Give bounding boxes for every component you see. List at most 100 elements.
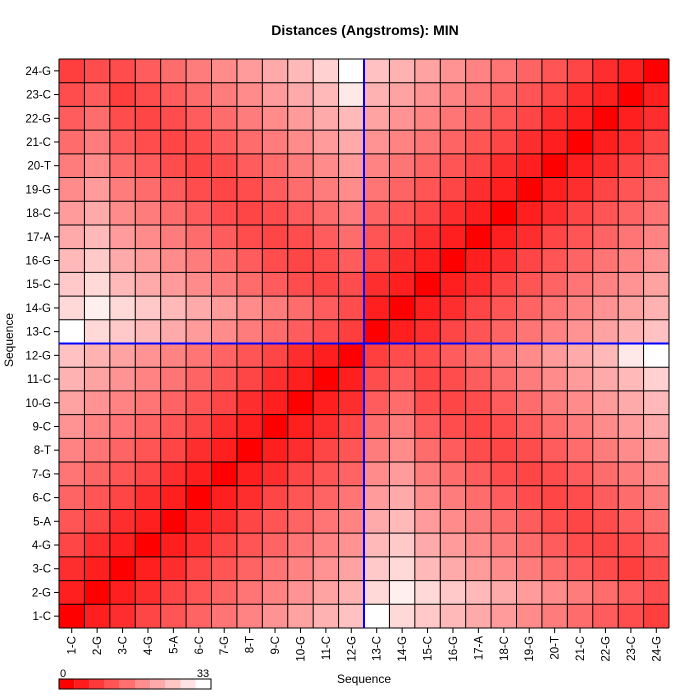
heatmap-cell <box>338 414 364 439</box>
heatmap-cell <box>160 580 187 605</box>
heatmap-cell <box>592 248 619 273</box>
heatmap-cell <box>440 367 466 391</box>
x-axis-label: Sequence <box>337 672 391 686</box>
heatmap-cell <box>59 462 85 486</box>
y-tick-label: 24-G <box>25 66 51 78</box>
heatmap-cell <box>618 130 644 154</box>
heatmap-cell <box>313 106 339 131</box>
x-tick-label: 1-C <box>67 636 79 655</box>
heatmap-cell <box>618 367 644 391</box>
heatmap-cell <box>135 82 161 107</box>
heatmap-cell <box>338 201 364 225</box>
heatmap-cell <box>186 130 212 154</box>
heatmap-cell <box>465 438 492 463</box>
heatmap-cell <box>643 533 669 557</box>
heatmap-cell <box>364 343 390 368</box>
heatmap-cell <box>465 556 492 581</box>
heatmap-cell <box>592 580 619 605</box>
heatmap-cell <box>313 556 339 581</box>
heatmap-cell <box>186 438 212 463</box>
heatmap-cell <box>84 319 110 344</box>
heatmap-cell <box>389 367 415 391</box>
heatmap-cell <box>364 533 390 557</box>
heatmap-cell <box>262 106 288 131</box>
heatmap-cell <box>84 509 110 534</box>
heatmap-cell <box>262 414 288 439</box>
heatmap-cell <box>287 556 314 581</box>
heatmap-cell <box>516 59 542 83</box>
heatmap-cell <box>491 224 517 249</box>
heatmap-cell <box>643 604 669 628</box>
legend-swatch <box>59 679 75 689</box>
heatmap-cell <box>211 390 237 415</box>
heatmap-cell <box>211 296 237 320</box>
heatmap-cell <box>541 153 568 178</box>
heatmap-cell <box>59 343 85 368</box>
heatmap-cell <box>516 414 542 439</box>
heatmap-cell <box>414 367 441 391</box>
heatmap-cell <box>338 485 364 510</box>
heatmap-cell <box>541 367 568 391</box>
y-tick-label: 9-C <box>32 421 51 433</box>
heatmap-cell <box>211 462 237 486</box>
heatmap-cell <box>313 224 339 249</box>
heatmap-cell <box>313 201 339 225</box>
heatmap-cell <box>59 82 85 107</box>
heatmap-cell <box>414 153 441 178</box>
heatmap-cell <box>109 130 136 154</box>
heatmap-cell <box>186 59 212 83</box>
heatmap-cell <box>287 106 314 131</box>
heatmap-cell <box>516 272 542 297</box>
heatmap-cell <box>160 319 187 344</box>
heatmap-cell <box>160 438 187 463</box>
heatmap-cell <box>262 177 288 202</box>
heatmap-cell <box>567 485 593 510</box>
heatmap-cell <box>287 438 314 463</box>
heatmap-cell <box>59 533 85 557</box>
heatmap-cell <box>389 130 415 154</box>
heatmap-cell <box>59 130 85 154</box>
heatmap-cell <box>287 224 314 249</box>
heatmap-cell <box>236 462 263 486</box>
heatmap-cell <box>109 533 136 557</box>
heatmap-cell <box>338 462 364 486</box>
heatmap-cell <box>440 130 466 154</box>
heatmap-cell <box>516 153 542 178</box>
heatmap-cell <box>186 82 212 107</box>
heatmap-cell <box>287 59 314 83</box>
heatmap-cell <box>592 604 619 628</box>
heatmap-cell <box>643 224 669 249</box>
heatmap-cell <box>491 556 517 581</box>
heatmap-cell <box>465 59 492 83</box>
heatmap-cell <box>262 319 288 344</box>
heatmap-cell <box>643 82 669 107</box>
heatmap-cell <box>313 390 339 415</box>
heatmap-cell <box>643 59 669 83</box>
heatmap-cell <box>643 485 669 510</box>
heatmap-cell <box>84 390 110 415</box>
x-tick-label: 10-G <box>295 636 307 662</box>
heatmap-cell <box>618 343 644 368</box>
heatmap-cell <box>262 462 288 486</box>
y-tick-label: 5-A <box>33 516 51 528</box>
heatmap-cell <box>236 82 263 107</box>
heatmap-cell <box>643 201 669 225</box>
heatmap-cell <box>592 177 619 202</box>
legend-swatch <box>180 679 196 689</box>
heatmap-cell <box>567 130 593 154</box>
y-tick-label: 16-G <box>25 256 51 268</box>
heatmap-cell <box>516 319 542 344</box>
heatmap-cell <box>389 153 415 178</box>
heatmap-cell <box>389 604 415 628</box>
heatmap-cell <box>516 438 542 463</box>
heatmap-cell <box>491 343 517 368</box>
legend-swatch <box>119 679 135 689</box>
heatmap-cell <box>313 509 339 534</box>
legend-max-label: 33 <box>197 668 209 680</box>
heatmap-cell <box>491 509 517 534</box>
heatmap-cell <box>135 462 161 486</box>
heatmap-cell <box>618 485 644 510</box>
heatmap-cell <box>262 296 288 320</box>
heatmap-cell <box>109 201 136 225</box>
heatmap-cell <box>516 343 542 368</box>
